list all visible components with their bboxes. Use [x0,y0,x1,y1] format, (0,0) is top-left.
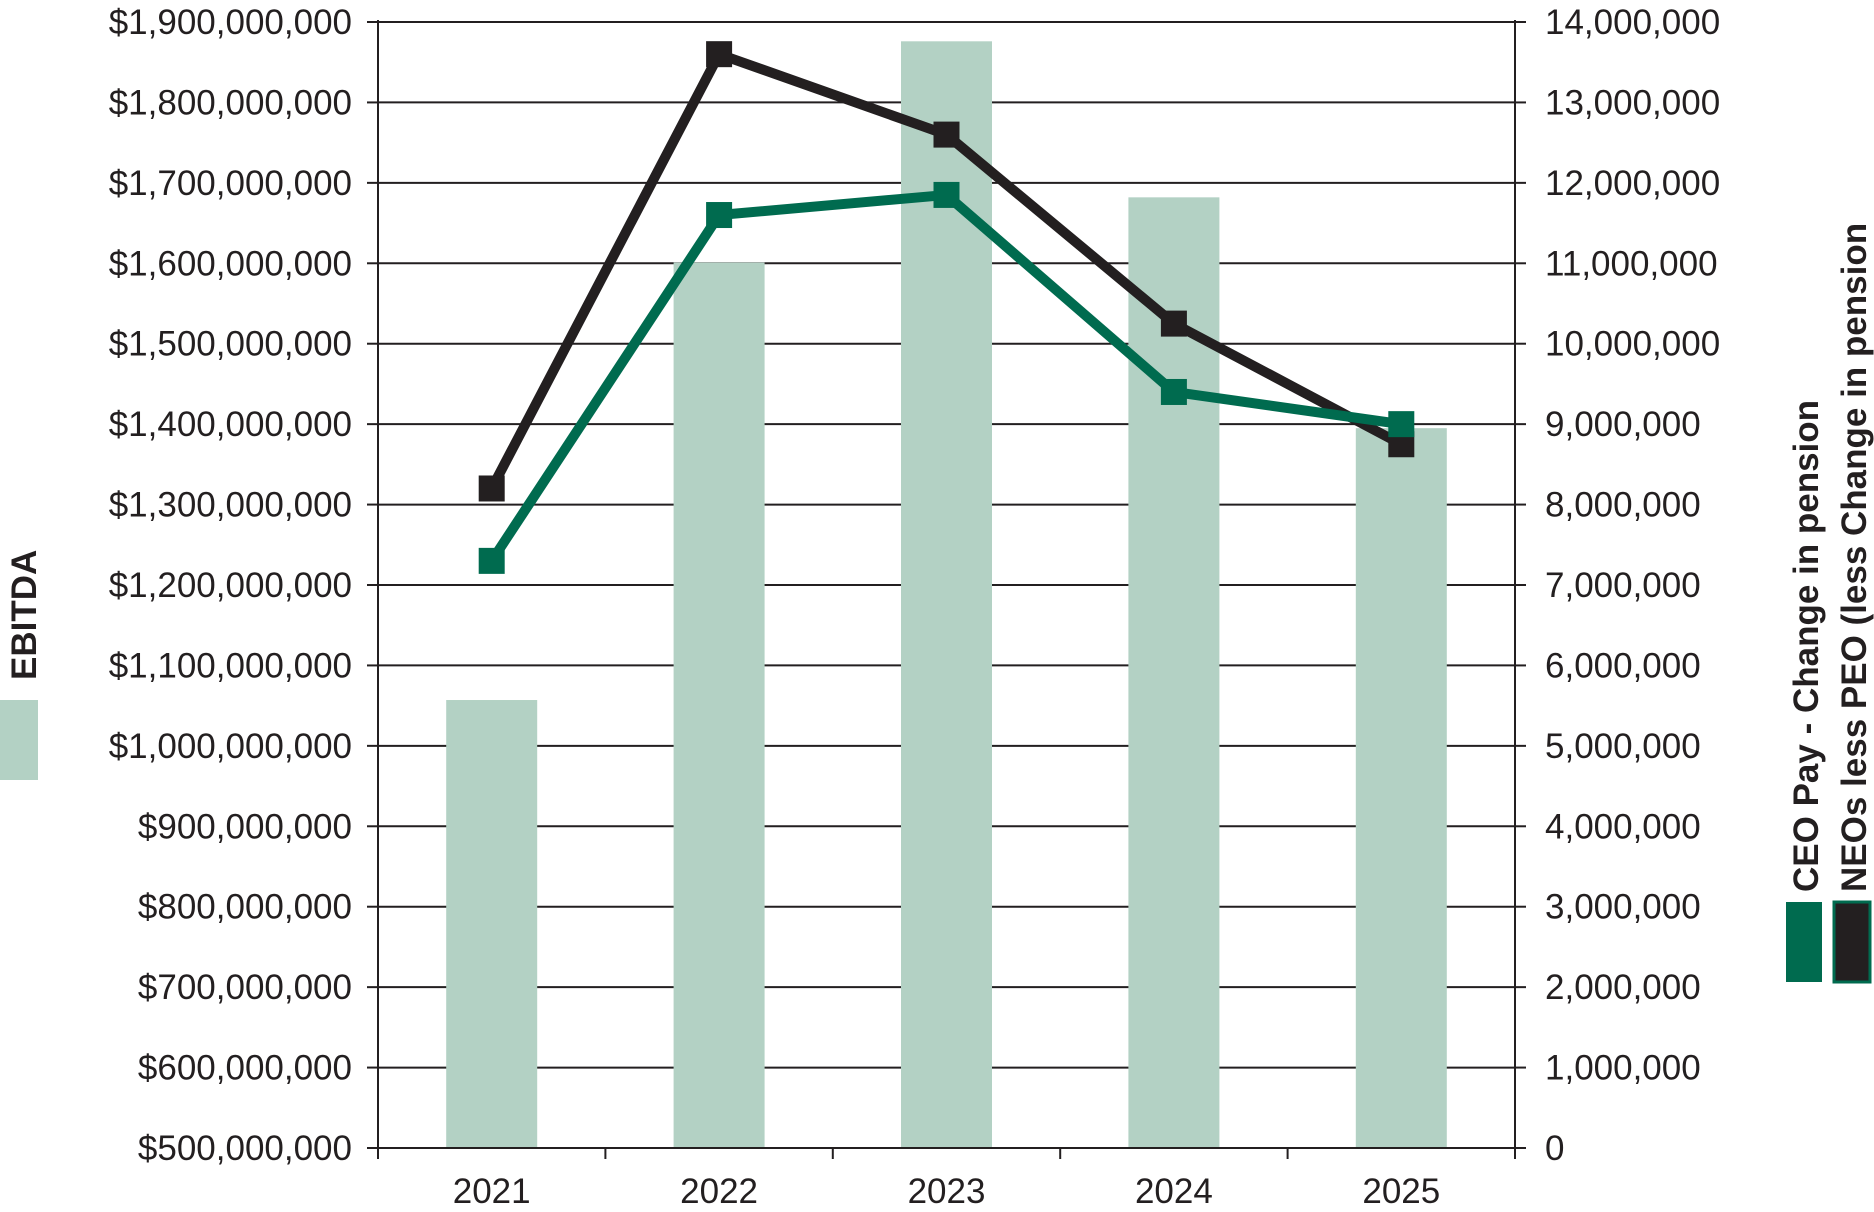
legend-ebitda: EBITDA [0,550,44,780]
left-axis-tick-label: $1,800,000,000 [109,83,352,122]
right-axis-tick-label: 11,000,000 [1545,244,1718,283]
x-axis-tick-label: 2022 [680,1172,758,1211]
x-axis-tick-label: 2023 [908,1172,986,1211]
left-axis-tick-label: $1,100,000,000 [109,646,352,685]
legend-ebitda-swatch [0,700,38,780]
legend-neos-label: NEOs less PEO (less Change in pension [1835,223,1874,892]
legend-ceo-pay: CEO Pay - Change in pension [1786,400,1826,982]
bar-ebitda-2025 [1355,428,1447,1148]
left-axis-tick-label: $1,900,000,000 [109,3,352,42]
left-axis-tick-label: $900,000,000 [138,807,352,846]
right-axis-tick-label: 8,000,000 [1545,486,1701,525]
left-axis-tick-label: $1,700,000,000 [109,164,352,203]
left-axis-tick-label: $500,000,000 [138,1129,352,1168]
pay-lines [478,41,1415,574]
right-axis-tick-label: 10,000,000 [1545,325,1720,364]
marker-neos-2024 [1160,310,1187,337]
marker-ceo-pay-2024 [1160,378,1187,405]
right-axis-tick-label: 2,000,000 [1545,968,1701,1007]
marker-ceo-pay-2022 [706,202,733,229]
right-axis-tick-label: 7,000,000 [1545,566,1701,605]
right-axis-tick-label: 6,000,000 [1545,646,1701,685]
bar-ebitda-2024 [1128,197,1220,1148]
marker-neos-2021 [478,475,505,502]
marker-ceo-pay-2021 [478,547,505,574]
right-axis-tick-label: 12,000,000 [1545,164,1720,203]
axes [367,20,1526,1159]
legend-neos-swatch [1832,900,1872,984]
right-axis-tick-label: 0 [1545,1129,1564,1168]
right-axis-tick-label: 13,000,000 [1545,83,1720,122]
left-axis-tick-label: $1,400,000,000 [109,405,352,444]
legend-ceo-pay-label: CEO Pay - Change in pension [1787,400,1826,892]
right-axis-tick-label: 1,000,000 [1545,1049,1701,1088]
bar-ebitda-2021 [446,700,538,1148]
tick-labels: $500,000,000 0 $600,000,000 1,000,000 $700,0… [109,3,1720,1211]
marker-neos-2023 [933,121,960,148]
left-axis-tick-label: $600,000,000 [138,1049,352,1088]
left-axis-tick-label: $700,000,000 [138,968,352,1007]
marker-ceo-pay-2025 [1388,411,1415,438]
right-axis-tick-label: 3,000,000 [1545,888,1701,927]
left-axis-tick-label: $1,000,000,000 [109,727,352,766]
right-axis-tick-label: 5,000,000 [1545,727,1701,766]
left-axis-tick-label: $1,300,000,000 [109,486,352,525]
x-axis-tick-label: 2025 [1362,1172,1440,1211]
x-axis-tick-label: 2024 [1135,1172,1213,1211]
left-axis-tick-label: $800,000,000 [138,888,352,927]
right-axis-tick-label: 4,000,000 [1545,807,1701,846]
legend-ebitda-label: EBITDA [5,550,44,680]
left-axis-tick-label: $1,500,000,000 [109,325,352,364]
left-axis-tick-label: $1,600,000,000 [109,244,352,283]
bar-ebitda-2022 [673,262,765,1148]
ebitda-bars [446,41,1447,1148]
legend-ceo-pay-swatch [1786,902,1822,982]
left-axis-tick-label: $1,200,000,000 [109,566,352,605]
right-axis-tick-label: 14,000,000 [1545,3,1720,42]
legend-neos: NEOs less PEO (less Change in pension [1832,223,1874,984]
marker-ceo-pay-2023 [933,181,960,208]
marker-neos-2022 [706,41,733,68]
x-axis-tick-label: 2021 [453,1172,531,1211]
right-axis-tick-label: 9,000,000 [1545,405,1701,444]
